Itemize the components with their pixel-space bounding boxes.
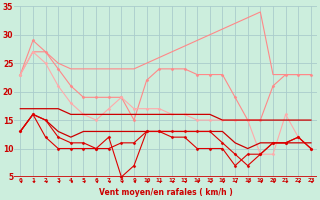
X-axis label: Vent moyen/en rafales ( km/h ): Vent moyen/en rafales ( km/h ): [99, 188, 232, 197]
